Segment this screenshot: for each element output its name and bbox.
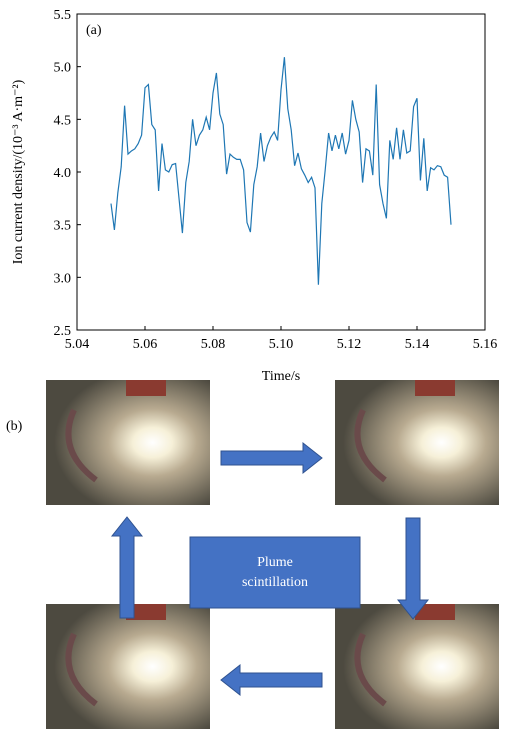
- x-tick-label: 5.06: [133, 337, 158, 352]
- y-tick-label: 3.0: [54, 271, 72, 286]
- y-tick-label: 2.5: [54, 324, 72, 339]
- x-tick-label: 5.14: [405, 337, 430, 352]
- y-tick-label: 4.0: [54, 166, 72, 181]
- panel-label: (b): [6, 419, 23, 434]
- x-tick-label: 5.08: [201, 337, 226, 352]
- y-tick-label: 5.5: [54, 8, 72, 23]
- center-text: scintillation: [242, 575, 308, 590]
- x-axis-label: Time/s: [262, 369, 300, 384]
- center-text: Plume: [257, 555, 293, 570]
- center-box: [189, 536, 361, 609]
- y-axis-label: Ion current density/(10⁻³ A·m⁻²): [11, 79, 26, 264]
- x-tick-label: 5.04: [65, 337, 90, 352]
- y-tick-label: 4.5: [54, 113, 72, 128]
- photo: [335, 380, 499, 505]
- data-line: [110, 57, 452, 285]
- photo: [46, 604, 210, 729]
- photo: [335, 604, 499, 729]
- photo: [46, 380, 210, 505]
- arrows: [110, 441, 430, 697]
- y-tick-label: 3.5: [54, 219, 72, 234]
- plot: 5.04 5.06 5.08 5.10 5.12 5.14 5.16 2.5 3.0 3.5 4.0…: [54, 8, 498, 352]
- x-tick-label: 5.12: [337, 337, 362, 352]
- panel-label: (a): [86, 23, 102, 38]
- x-tick-label: 5.16: [473, 337, 498, 352]
- y-tick-label: 5.0: [54, 61, 72, 76]
- plot-frame: [76, 13, 486, 331]
- x-tick-label: 5.10: [269, 337, 294, 352]
